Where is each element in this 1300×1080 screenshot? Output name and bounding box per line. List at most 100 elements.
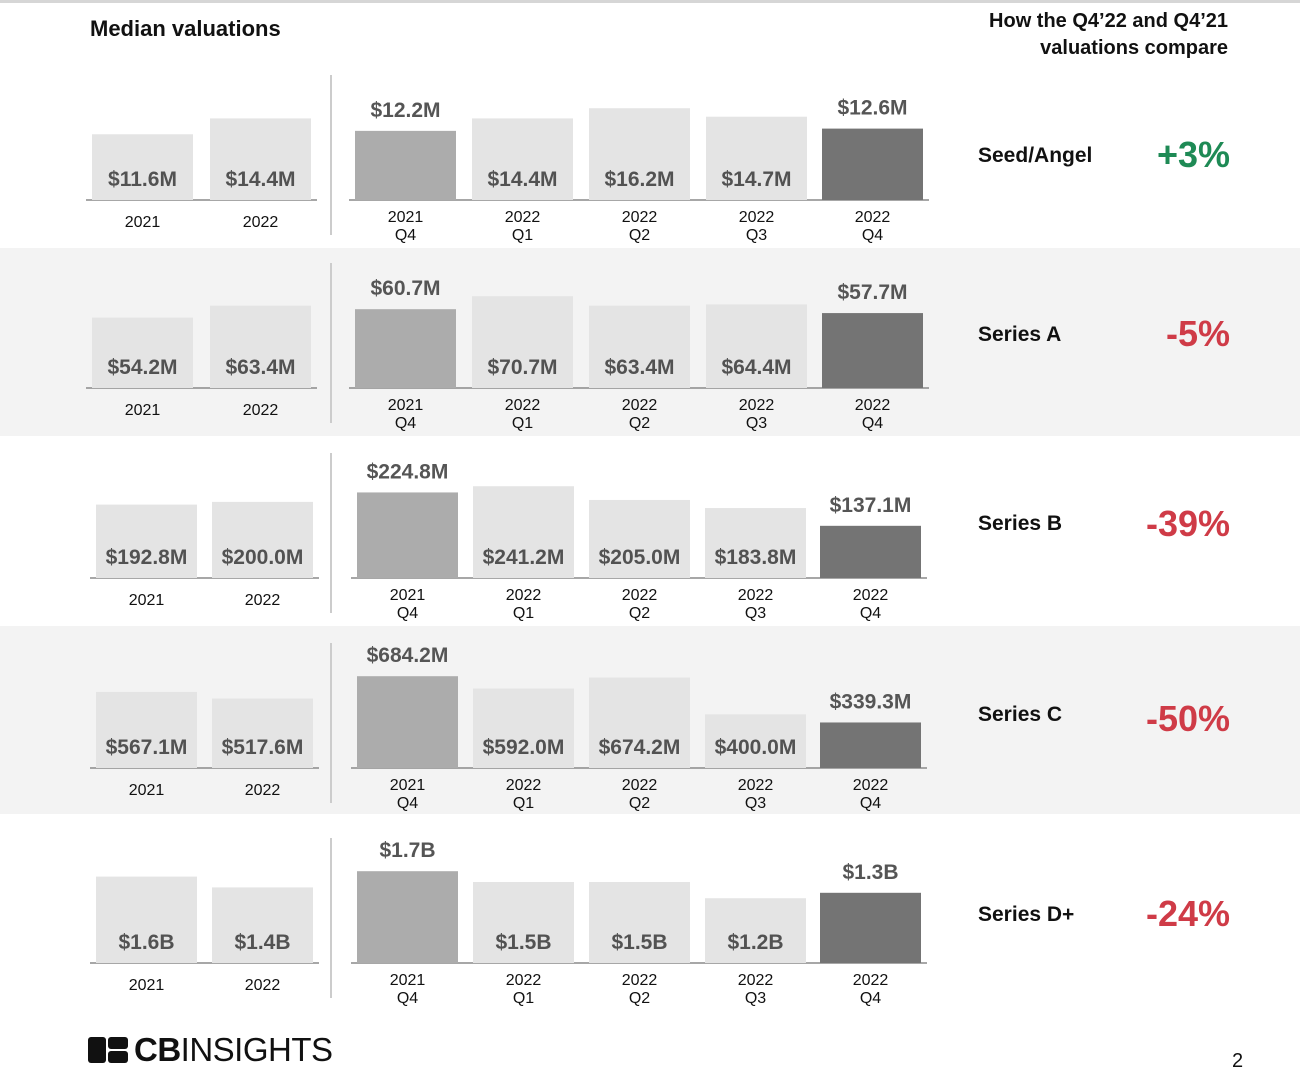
quarter-tick-quarter-series-a-2022-q4: Q4: [862, 415, 883, 432]
row-label-series-b: Series B: [978, 512, 1063, 535]
quarter-bar-series-d-2022-q4: [820, 892, 921, 963]
quarter-bar-series-a-2022-q3: [706, 304, 807, 388]
quarter-tick-quarter-series-c-2022-q3: Q3: [745, 795, 766, 812]
quarter-tick-year-series-c-2022-q1: 2022: [506, 777, 542, 794]
quarter-tick-quarter-series-c-2022-q1: Q1: [513, 795, 534, 812]
annual-bar-series-a-2022: [210, 305, 311, 388]
quarter-tick-year-series-d-2022-q4: 2022: [853, 972, 889, 989]
quarter-value-series-b-2022-q3: $183.8M: [715, 546, 797, 569]
quarter-tick-quarter-series-d-2022-q3: Q3: [745, 990, 766, 1007]
quarter-bar-series-c-2022-q3: [705, 714, 806, 768]
quarter-tick-quarter-series-d-2022-q1: Q1: [513, 990, 534, 1007]
quarter-value-series-a-2022-q1: $70.7M: [487, 356, 557, 379]
quarter-tick-year-series-b-2022-q4: 2022: [853, 587, 889, 604]
top-border: [0, 0, 1300, 3]
quarter-tick-year-seed-angel-2022-q1: 2022: [505, 209, 541, 226]
quarter-tick-quarter-seed-angel-2022-q4: Q4: [862, 227, 883, 244]
quarter-value-series-a-2022-q4: $57.7M: [837, 281, 907, 304]
quarter-bar-series-a-2021-q4: [355, 309, 456, 388]
row-change-series-b: -39%: [1145, 503, 1230, 544]
annual-bar-seed-angel-2021: [92, 134, 193, 200]
quarter-value-series-c-2022-q4: $339.3M: [830, 690, 912, 713]
quarter-bar-series-c-2021-q4: [357, 676, 458, 768]
annual-value-series-c-2021: $567.1M: [106, 736, 188, 759]
quarter-tick-year-series-a-2022-q2: 2022: [622, 397, 658, 414]
annual-bar-series-a-2021: [92, 317, 193, 388]
row-change-series-c: -50%: [1145, 698, 1230, 739]
row-label-series-d: Series D+: [978, 903, 1075, 926]
quarter-tick-quarter-series-b-2022-q1: Q1: [513, 605, 534, 622]
quarter-bar-series-b-2022-q1: [473, 486, 574, 578]
annual-value-series-c-2022: $517.6M: [222, 736, 304, 759]
quarter-value-series-d-2022-q1: $1.5B: [495, 931, 551, 954]
quarter-bar-seed-angel-2021-q4: [355, 130, 456, 200]
quarter-bar-series-b-2022-q3: [705, 508, 806, 578]
quarter-bar-seed-angel-2022-q1: [472, 118, 573, 200]
compare-title-line1: How the Q4’22 and Q4’21: [989, 10, 1228, 32]
quarter-tick-year-series-d-2022-q1: 2022: [506, 972, 542, 989]
row-change-series-d: -24%: [1145, 893, 1230, 934]
quarter-tick-quarter-series-c-2021-q4: Q4: [397, 795, 418, 812]
quarter-value-series-d-2022-q2: $1.5B: [611, 931, 667, 954]
page-number: 2: [1232, 1050, 1244, 1072]
quarter-bar-series-b-2022-q4: [820, 525, 921, 578]
quarter-tick-quarter-seed-angel-2022-q3: Q3: [746, 227, 767, 244]
quarter-tick-quarter-series-a-2022-q3: Q3: [746, 415, 767, 432]
annual-bar-series-b-2021: [96, 504, 197, 578]
quarter-value-series-b-2021-q4: $224.8M: [367, 460, 449, 483]
row-label-seed-angel: Seed/Angel: [978, 144, 1093, 167]
quarter-tick-year-seed-angel-2022-q3: 2022: [739, 209, 775, 226]
quarter-bar-series-a-2022-q4: [822, 313, 923, 388]
annual-value-series-a-2021: $54.2M: [107, 356, 177, 379]
quarter-value-series-a-2021-q4: $60.7M: [370, 277, 440, 300]
quarter-tick-year-seed-angel-2022-q2: 2022: [622, 209, 658, 226]
quarter-tick-year-series-b-2022-q2: 2022: [622, 587, 658, 604]
quarter-value-series-d-2022-q4: $1.3B: [842, 861, 898, 884]
quarter-tick-year-series-c-2022-q2: 2022: [622, 777, 658, 794]
annual-value-seed-angel-2022: $14.4M: [225, 168, 295, 191]
quarter-tick-quarter-series-c-2022-q2: Q2: [629, 795, 650, 812]
quarter-tick-year-series-d-2022-q3: 2022: [738, 972, 774, 989]
quarter-tick-year-series-c-2022-q3: 2022: [738, 777, 774, 794]
quarter-tick-year-series-c-2021-q4: 2021: [390, 777, 426, 794]
quarter-tick-quarter-series-c-2022-q4: Q4: [860, 795, 881, 812]
row-change-series-a: -5%: [1165, 313, 1230, 354]
quarter-bar-series-c-2022-q4: [820, 722, 921, 768]
quarter-tick-year-series-b-2022-q3: 2022: [738, 587, 774, 604]
quarter-bar-seed-angel-2022-q2: [589, 108, 690, 200]
quarter-tick-quarter-series-b-2022-q3: Q3: [745, 605, 766, 622]
quarter-value-series-b-2022-q2: $205.0M: [599, 546, 681, 569]
compare-title: How the Q4’22 and Q4’21 valuations compa…: [908, 8, 1228, 62]
row-label-series-a: Series A: [978, 323, 1062, 346]
quarter-bar-seed-angel-2022-q4: [822, 128, 923, 200]
quarter-value-series-b-2022-q1: $241.2M: [483, 546, 565, 569]
quarter-tick-year-series-a-2022-q3: 2022: [739, 397, 775, 414]
quarter-tick-quarter-series-d-2022-q2: Q2: [629, 990, 650, 1007]
annual-tick-series-c-2022: 2022: [245, 782, 281, 799]
quarter-bar-series-b-2022-q2: [589, 499, 690, 578]
annual-bar-series-d-2021: [96, 876, 197, 963]
quarter-tick-quarter-series-a-2021-q4: Q4: [395, 415, 416, 432]
quarter-tick-quarter-seed-angel-2022-q1: Q1: [512, 227, 533, 244]
quarter-tick-year-series-a-2022-q4: 2022: [855, 397, 891, 414]
quarter-value-series-c-2022-q1: $592.0M: [483, 736, 565, 759]
quarter-bar-series-a-2022-q2: [589, 305, 690, 388]
quarter-tick-quarter-series-b-2022-q4: Q4: [860, 605, 881, 622]
quarter-tick-quarter-series-b-2022-q2: Q2: [629, 605, 650, 622]
annual-tick-series-b-2021: 2021: [129, 592, 165, 609]
quarter-value-series-a-2022-q2: $63.4M: [604, 356, 674, 379]
quarter-value-series-d-2022-q3: $1.2B: [727, 931, 783, 954]
annual-tick-series-c-2021: 2021: [129, 782, 165, 799]
annual-bar-series-c-2021: [96, 691, 197, 768]
annual-tick-series-d-2021: 2021: [129, 977, 165, 994]
quarter-tick-quarter-series-d-2021-q4: Q4: [397, 990, 418, 1007]
quarter-bar-series-d-2022-q1: [473, 882, 574, 963]
quarter-value-series-d-2021-q4: $1.7B: [379, 839, 435, 862]
quarter-tick-quarter-series-b-2021-q4: Q4: [397, 605, 418, 622]
quarter-bar-series-d-2021-q4: [357, 871, 458, 963]
annual-tick-series-d-2022: 2022: [245, 977, 281, 994]
annual-value-series-a-2022: $63.4M: [225, 356, 295, 379]
annual-value-series-b-2021: $192.8M: [106, 546, 188, 569]
quarter-tick-year-seed-angel-2022-q4: 2022: [855, 209, 891, 226]
annual-tick-seed-angel-2022: 2022: [243, 214, 279, 231]
